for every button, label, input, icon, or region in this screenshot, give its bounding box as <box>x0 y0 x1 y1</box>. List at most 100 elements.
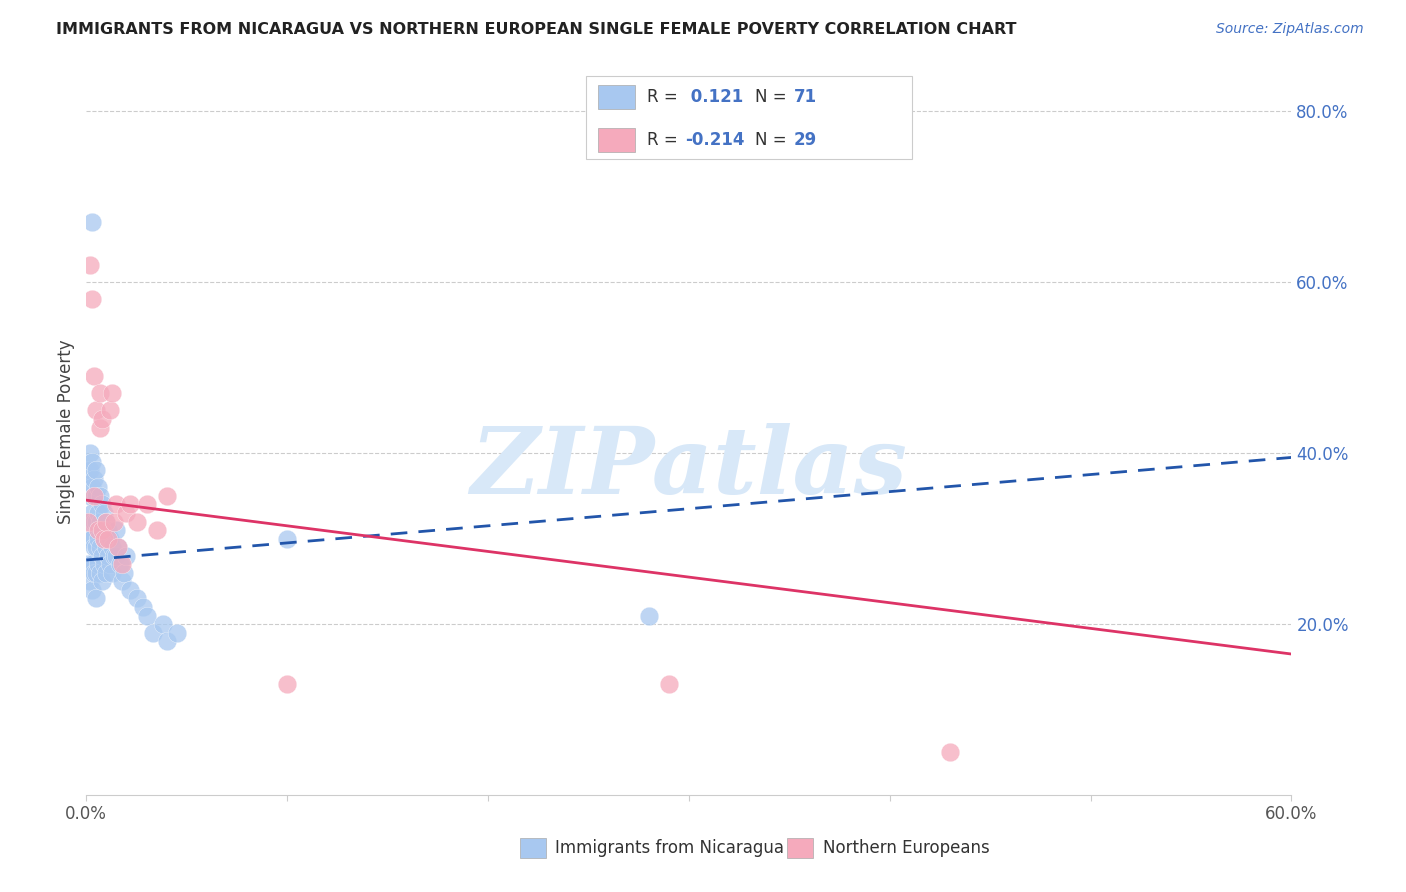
Point <box>93 558 115 572</box>
Point <box>166 625 188 640</box>
Point <box>79 515 101 529</box>
Point <box>96 515 118 529</box>
Point <box>91 498 114 512</box>
Point <box>135 608 157 623</box>
Point <box>79 489 101 503</box>
Point <box>115 506 138 520</box>
Point <box>89 386 111 401</box>
Point <box>125 515 148 529</box>
Point <box>120 498 142 512</box>
Point <box>83 472 105 486</box>
Point <box>100 532 122 546</box>
Point <box>101 386 124 401</box>
Point <box>637 608 659 623</box>
Point <box>97 523 120 537</box>
Point <box>83 540 105 554</box>
Y-axis label: Single Female Poverty: Single Female Poverty <box>58 340 75 524</box>
Point <box>107 540 129 554</box>
Point <box>79 558 101 572</box>
Text: Northern Europeans: Northern Europeans <box>823 839 990 857</box>
Point <box>105 498 128 512</box>
Point <box>97 549 120 563</box>
Point <box>82 558 104 572</box>
Point <box>107 540 129 554</box>
Point <box>83 369 105 384</box>
Point <box>276 532 298 546</box>
Point <box>101 540 124 554</box>
Point <box>939 745 962 759</box>
Point <box>100 558 122 572</box>
Point <box>77 532 100 546</box>
Point <box>82 215 104 229</box>
Text: R =: R = <box>647 131 683 149</box>
Point <box>131 600 153 615</box>
Point <box>87 480 110 494</box>
Point <box>125 591 148 606</box>
Point <box>89 540 111 554</box>
Point <box>89 489 111 503</box>
Point <box>91 574 114 589</box>
Point <box>93 506 115 520</box>
Point <box>105 523 128 537</box>
Point <box>276 677 298 691</box>
Point <box>87 523 110 537</box>
Point <box>91 523 114 537</box>
Text: Immigrants from Nicaragua: Immigrants from Nicaragua <box>555 839 785 857</box>
Point <box>658 677 681 691</box>
Point <box>101 566 124 580</box>
Point <box>87 506 110 520</box>
Point <box>77 558 100 572</box>
Point <box>79 532 101 546</box>
Point <box>86 566 108 580</box>
Text: 29: 29 <box>794 131 817 149</box>
Point <box>86 591 108 606</box>
Point <box>89 515 111 529</box>
Point <box>86 515 108 529</box>
Point <box>111 558 134 572</box>
Point <box>86 540 108 554</box>
Point <box>145 523 167 537</box>
Point <box>93 532 115 546</box>
Point <box>156 489 179 503</box>
Point <box>110 558 132 572</box>
Point <box>120 582 142 597</box>
Point <box>82 293 104 307</box>
Point <box>83 489 105 503</box>
Point <box>87 532 110 546</box>
Point <box>77 480 100 494</box>
Text: N =: N = <box>755 131 792 149</box>
Point <box>79 258 101 272</box>
Bar <box>599 128 634 152</box>
Bar <box>599 86 634 109</box>
Point <box>91 549 114 563</box>
Point <box>83 489 105 503</box>
Point <box>135 498 157 512</box>
Point <box>111 574 134 589</box>
Point <box>89 566 111 580</box>
Point <box>105 549 128 563</box>
Text: ZIPatlas: ZIPatlas <box>471 423 907 513</box>
Text: 71: 71 <box>794 88 817 106</box>
Point <box>115 549 138 563</box>
Point <box>103 515 125 529</box>
Text: R =: R = <box>647 88 683 106</box>
Point <box>89 420 111 434</box>
Point <box>77 515 100 529</box>
Point <box>83 515 105 529</box>
Point <box>82 532 104 546</box>
Point <box>93 532 115 546</box>
Point <box>97 532 120 546</box>
Point <box>96 515 118 529</box>
Point <box>82 455 104 469</box>
Point <box>82 480 104 494</box>
Point <box>86 463 108 477</box>
Point <box>91 523 114 537</box>
Point <box>82 506 104 520</box>
Point <box>77 463 100 477</box>
Point <box>96 566 118 580</box>
Text: IMMIGRANTS FROM NICARAGUA VS NORTHERN EUROPEAN SINGLE FEMALE POVERTY CORRELATION: IMMIGRANTS FROM NICARAGUA VS NORTHERN EU… <box>56 22 1017 37</box>
Point <box>79 446 101 460</box>
Point <box>86 489 108 503</box>
Point <box>86 403 108 417</box>
Point <box>91 412 114 426</box>
